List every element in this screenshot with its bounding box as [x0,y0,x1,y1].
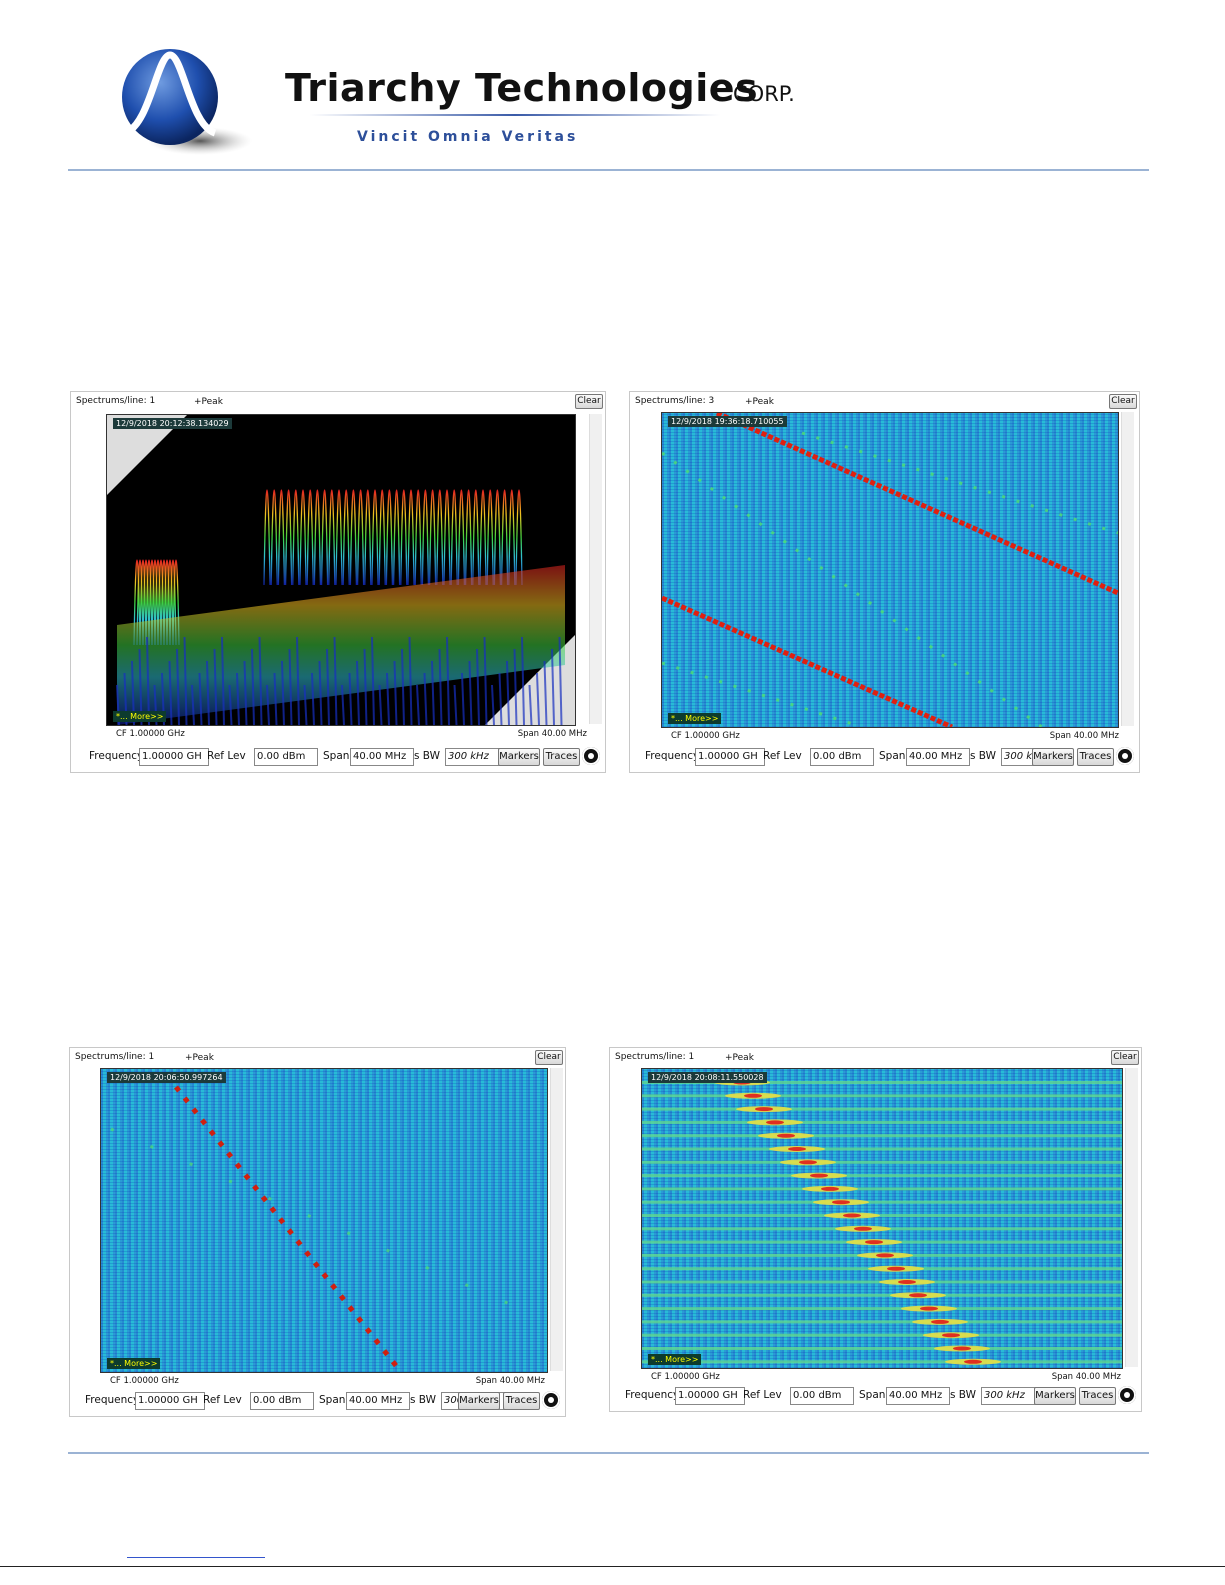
company-name: Triarchy Technologies [285,66,759,110]
span-input[interactable]: 40.00 MHz [886,1387,950,1405]
logo [122,49,252,155]
ref-level-label: Ref Lev [203,1394,242,1406]
frequency-input[interactable]: 1.00000 GH [675,1387,745,1405]
settings-button[interactable] [1116,747,1134,765]
spectrogram: 12/9/2018 20:08:11.550028 *... More>> [641,1068,1123,1369]
settings-button[interactable] [542,1391,560,1409]
markers-button[interactable]: Markers [1034,1387,1076,1405]
bw-label: s BW [950,1389,977,1401]
header-rule [68,169,1149,171]
bw-input[interactable]: 300 kHz [445,748,511,766]
bw-label: s BW [414,750,441,762]
span-readout: Span 40.00 MHz [517,729,587,739]
scrollbar [589,414,602,724]
clear-button[interactable]: Clear [1111,1050,1139,1065]
ref-level-input[interactable]: 0.00 dBm [254,748,318,766]
center-frequency: CF 1.00000 GHz [116,729,185,739]
traces-button[interactable]: Traces [543,748,580,766]
frequency-label: Frequency [89,750,144,762]
more-link[interactable]: *... More>> [107,1358,161,1369]
motto: Vincit Omnia Veritas [357,129,579,145]
span-label: Span [879,750,906,762]
spectrogram: 12/9/2018 20:12:38.134029 *... More>> [106,414,576,726]
timestamp: 12/9/2018 19:36:18.710055 [668,416,787,427]
center-frequency: CF 1.00000 GHz [651,1372,720,1382]
spectrum-panel: Spectrums/line: 3 +Peak Clear 12/9/2018 19:… [629,391,1140,773]
clear-button[interactable]: Clear [1109,394,1137,409]
traces-button[interactable]: Traces [503,1392,540,1410]
frequency-input[interactable]: 1.00000 GH [139,748,209,766]
clear-button[interactable]: Clear [535,1050,563,1065]
trace-mode: +Peak [194,397,223,407]
settings-icon-hole [588,753,594,759]
markers-button[interactable]: Markers [498,748,540,766]
spectrum-panel: Spectrums/line: 1 +Peak Clear 12/9/2018 20:… [69,1047,566,1417]
trace-mode: +Peak [725,1053,754,1063]
spectrum-graphics [110,1085,522,1372]
footer-link-line [127,1557,265,1558]
span-input[interactable]: 40.00 MHz [350,748,414,766]
ref-level-label: Ref Lev [207,750,246,762]
ref-level-label: Ref Lev [763,750,802,762]
settings-icon-hole [548,1397,554,1403]
clear-button[interactable]: Clear [575,394,603,409]
frequency-label: Frequency [645,750,700,762]
spectrums-line: Spectrums/line: 1 [76,396,156,406]
settings-button[interactable] [582,747,600,765]
spectrums-line: Spectrums/line: 1 [615,1052,695,1062]
span-label: Span [323,750,350,762]
markers-button[interactable]: Markers [458,1392,500,1410]
ref-level-input[interactable]: 0.00 dBm [250,1392,314,1410]
spectrogram: 12/9/2018 20:06:50.997264 *... More>> [100,1068,548,1373]
bw-label: s BW [410,1394,437,1406]
spectrums-line: Spectrums/line: 3 [635,396,715,406]
span-label: Span [859,1389,886,1401]
company-suffix: CORP. [733,82,795,106]
spectrum-graphics [662,413,1118,727]
spectrums-line: Spectrums/line: 1 [75,1052,155,1062]
bw-label: s BW [970,750,997,762]
logo-line [310,114,720,116]
page-bottom-line [0,1566,1225,1567]
center-frequency: CF 1.00000 GHz [110,1376,179,1386]
markers-button[interactable]: Markers [1032,748,1074,766]
span-readout: Span 40.00 MHz [1051,1372,1121,1382]
timestamp: 12/9/2018 20:12:38.134029 [113,418,232,429]
span-readout: Span 40.00 MHz [1049,731,1119,741]
trace-mode: +Peak [185,1053,214,1063]
frequency-input[interactable]: 1.00000 GH [135,1392,205,1410]
span-input[interactable]: 40.00 MHz [346,1392,410,1410]
frequency-label: Frequency [85,1394,140,1406]
ref-level-input[interactable]: 0.00 dBm [790,1387,854,1405]
spectrum-panel: Spectrums/line: 1 +Peak Clear 12/9/2018 20:… [70,391,606,773]
traces-button[interactable]: Traces [1079,1387,1116,1405]
settings-button[interactable] [1118,1386,1136,1404]
ref-level-label: Ref Lev [743,1389,782,1401]
frequency-input[interactable]: 1.00000 GH [695,748,765,766]
settings-icon-hole [1124,1392,1130,1398]
timestamp: 12/9/2018 20:08:11.550028 [648,1072,767,1083]
more-link[interactable]: *... More>> [648,1354,702,1365]
frequency-label: Frequency [625,1389,680,1401]
timestamp: 12/9/2018 20:06:50.997264 [107,1072,226,1083]
center-frequency: CF 1.00000 GHz [671,731,740,741]
traces-button[interactable]: Traces [1077,748,1114,766]
scrollbar [550,1068,563,1371]
scrollbar [1121,412,1134,726]
footer-rule [68,1452,1149,1454]
more-link[interactable]: *... More>> [668,713,722,724]
spectrum-graphics [642,1079,1122,1365]
spectrogram: 12/9/2018 19:36:18.710055 *... More>> [661,412,1119,728]
spectrum-panel: Spectrums/line: 1 +Peak Clear 12/9/2018 20:… [609,1047,1142,1412]
settings-icon-hole [1122,753,1128,759]
more-link[interactable]: *... More>> [113,711,167,722]
span-label: Span [319,1394,346,1406]
ref-level-input[interactable]: 0.00 dBm [810,748,874,766]
scrollbar [1125,1068,1138,1367]
span-readout: Span 40.00 MHz [475,1376,545,1386]
spectrum-graphics [107,415,575,725]
trace-mode: +Peak [745,397,774,407]
span-input[interactable]: 40.00 MHz [906,748,970,766]
